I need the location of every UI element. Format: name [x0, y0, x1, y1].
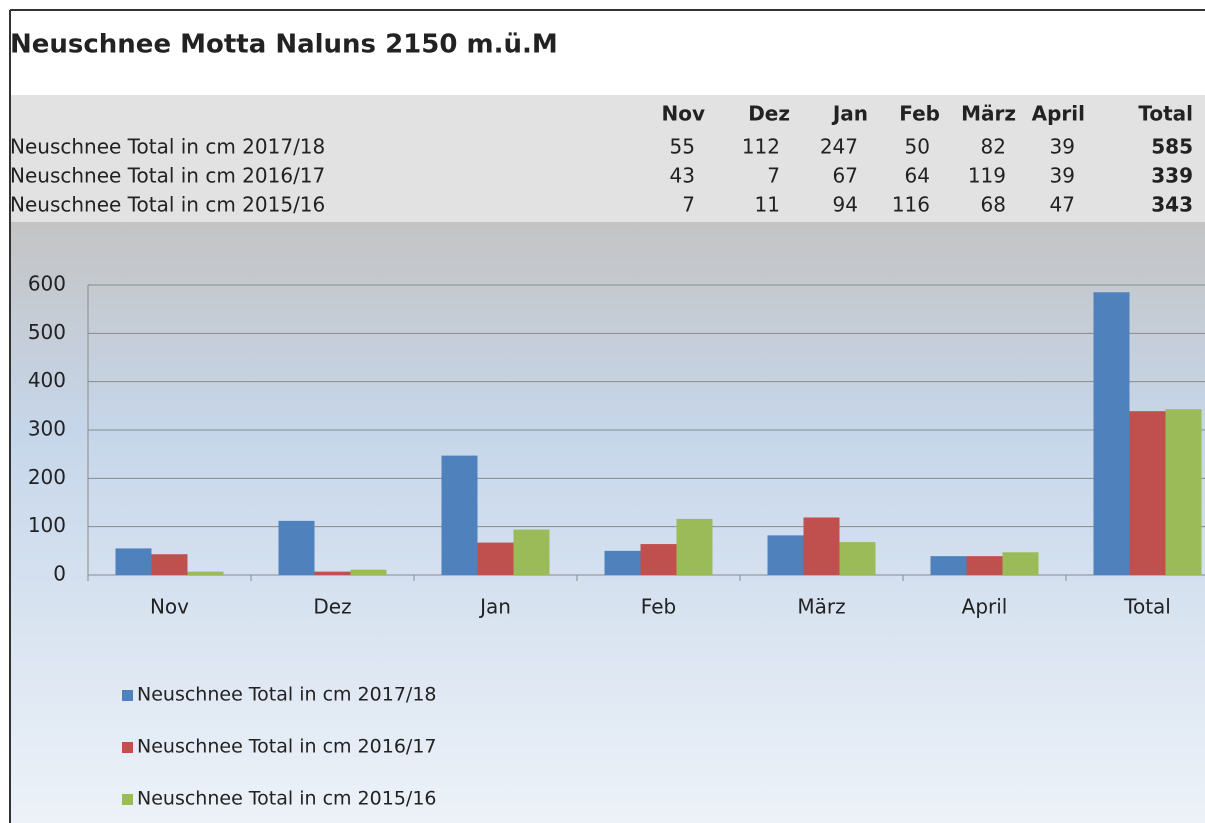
table-cell: 47	[1050, 193, 1075, 217]
bar	[115, 548, 152, 575]
bar	[966, 556, 1003, 575]
table-cell: 39	[1050, 135, 1075, 159]
x-tick-label: Feb	[641, 595, 676, 619]
legend-swatch	[122, 690, 133, 701]
table-cell: 585	[1151, 135, 1193, 159]
table-cell: 39	[1050, 164, 1075, 188]
table-header: Feb	[899, 102, 940, 126]
y-tick-label: 500	[28, 320, 66, 344]
table-cell: 7	[682, 193, 695, 217]
bar	[1129, 411, 1166, 575]
table-header: Total	[1138, 102, 1193, 126]
legend-label: Neuschnee Total in cm 2015/16	[137, 788, 437, 810]
legend-swatch	[122, 794, 133, 805]
table-header: Jan	[831, 102, 868, 126]
x-tick-label: April	[962, 595, 1008, 619]
y-tick-label: 400	[28, 368, 66, 392]
x-tick-label: Total	[1123, 595, 1171, 619]
bar	[930, 556, 967, 575]
legend-label: Neuschnee Total in cm 2017/18	[137, 684, 437, 706]
bar	[676, 518, 713, 575]
row-label: Neuschnee Total in cm 2017/18	[10, 135, 325, 159]
y-tick-label: 600	[28, 272, 66, 296]
table-cell: 7	[767, 164, 780, 188]
bar	[767, 535, 804, 575]
table-cell: 50	[905, 135, 930, 159]
table-header: Dez	[748, 102, 790, 126]
row-label: Neuschnee Total in cm 2016/17	[10, 164, 325, 188]
bar	[278, 520, 315, 575]
table-cell: 339	[1151, 164, 1193, 188]
y-tick-label: 0	[53, 562, 66, 586]
bar	[513, 529, 550, 575]
chart-area	[10, 222, 1205, 823]
x-tick-label: Dez	[313, 595, 351, 619]
table-cell: 112	[742, 135, 780, 159]
table-band	[10, 95, 1205, 222]
bar	[477, 542, 514, 575]
table-cell: 343	[1151, 193, 1193, 217]
bar	[441, 455, 478, 575]
bar	[187, 571, 224, 575]
table-cell: 116	[892, 193, 930, 217]
table-header: April	[1032, 102, 1085, 126]
title: Neuschnee Motta Naluns 2150 m.ü.M	[10, 30, 558, 60]
table-cell: 82	[981, 135, 1006, 159]
table-cell: 94	[833, 193, 858, 217]
bar	[314, 571, 351, 575]
bar	[839, 542, 876, 575]
bar	[1093, 292, 1130, 575]
legend-swatch	[122, 742, 133, 753]
bar	[1165, 409, 1202, 575]
table-header: März	[961, 102, 1016, 126]
x-tick-label: Nov	[150, 595, 189, 619]
y-tick-label: 100	[28, 513, 66, 537]
row-label: Neuschnee Total in cm 2015/16	[10, 193, 325, 217]
bar	[640, 544, 677, 575]
table-cell: 119	[968, 164, 1006, 188]
y-tick-label: 200	[28, 465, 66, 489]
bar	[604, 550, 641, 575]
table-header: Nov	[661, 102, 705, 126]
table-cell: 247	[820, 135, 858, 159]
x-tick-label: März	[797, 595, 845, 619]
table-cell: 11	[755, 193, 780, 217]
bar	[151, 554, 188, 575]
x-tick-label: Jan	[478, 595, 511, 619]
legend-label: Neuschnee Total in cm 2016/17	[137, 736, 437, 758]
table-cell: 68	[981, 193, 1006, 217]
table-cell: 67	[833, 164, 858, 188]
bar	[1002, 552, 1039, 575]
table-cell: 55	[670, 135, 695, 159]
y-tick-label: 300	[28, 417, 66, 441]
table-cell: 43	[670, 164, 695, 188]
bar	[350, 569, 387, 575]
table-cell: 64	[905, 164, 930, 188]
bar	[803, 517, 840, 575]
